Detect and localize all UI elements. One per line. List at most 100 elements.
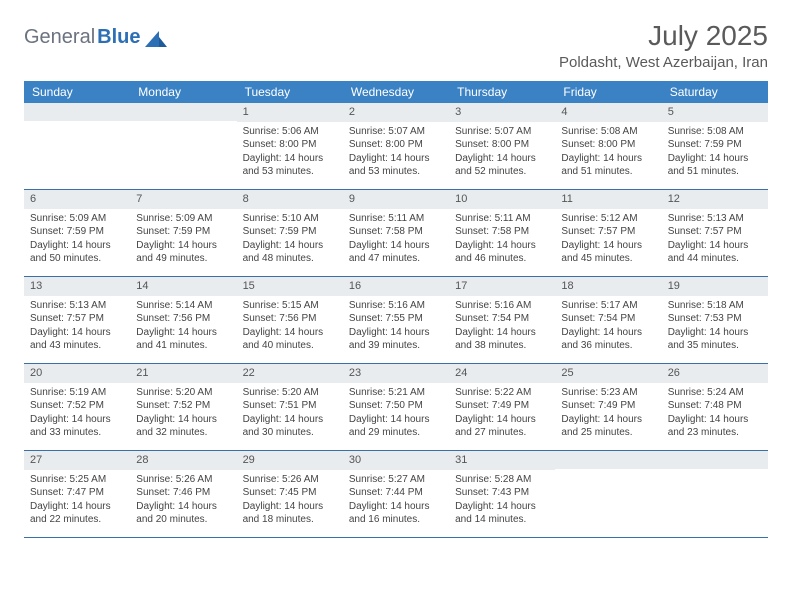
sunrise-text: Sunrise: 5:24 AM — [668, 386, 762, 400]
sunset-text: Sunset: 7:57 PM — [668, 225, 762, 239]
sunset-text: Sunset: 7:59 PM — [136, 225, 230, 239]
day-body: Sunrise: 5:23 AMSunset: 7:49 PMDaylight:… — [555, 383, 661, 446]
calendar-page: GeneralBlue July 2025 Poldasht, West Aze… — [0, 0, 792, 558]
day-number: 6 — [24, 190, 130, 209]
day-body: Sunrise: 5:09 AMSunset: 7:59 PMDaylight:… — [130, 209, 236, 272]
daylight-text: Daylight: 14 hours and 16 minutes. — [349, 500, 443, 527]
sunset-text: Sunset: 8:00 PM — [455, 138, 549, 152]
day-body: Sunrise: 5:28 AMSunset: 7:43 PMDaylight:… — [449, 470, 555, 533]
day-number: 21 — [130, 364, 236, 383]
day-number: 30 — [343, 451, 449, 470]
sunrise-text: Sunrise: 5:16 AM — [455, 299, 549, 313]
day-cell: 17Sunrise: 5:16 AMSunset: 7:54 PMDayligh… — [449, 277, 555, 363]
day-body: Sunrise: 5:25 AMSunset: 7:47 PMDaylight:… — [24, 470, 130, 533]
day-number: 4 — [555, 103, 661, 122]
daylight-text: Daylight: 14 hours and 20 minutes. — [136, 500, 230, 527]
sunset-text: Sunset: 7:53 PM — [668, 312, 762, 326]
sunrise-text: Sunrise: 5:20 AM — [136, 386, 230, 400]
day-number — [130, 103, 236, 121]
day-cell: 5Sunrise: 5:08 AMSunset: 7:59 PMDaylight… — [662, 103, 768, 189]
day-number: 14 — [130, 277, 236, 296]
day-number: 5 — [662, 103, 768, 122]
logo: GeneralBlue — [24, 26, 167, 49]
sunset-text: Sunset: 8:00 PM — [349, 138, 443, 152]
day-cell: 25Sunrise: 5:23 AMSunset: 7:49 PMDayligh… — [555, 364, 661, 450]
sunset-text: Sunset: 8:00 PM — [243, 138, 337, 152]
sunrise-text: Sunrise: 5:20 AM — [243, 386, 337, 400]
daylight-text: Daylight: 14 hours and 44 minutes. — [668, 239, 762, 266]
dayhead-thu: Thursday — [449, 81, 555, 103]
daylight-text: Daylight: 14 hours and 43 minutes. — [30, 326, 124, 353]
daylight-text: Daylight: 14 hours and 29 minutes. — [349, 413, 443, 440]
sunset-text: Sunset: 7:50 PM — [349, 399, 443, 413]
day-number: 22 — [237, 364, 343, 383]
sunset-text: Sunset: 7:59 PM — [30, 225, 124, 239]
day-number — [24, 103, 130, 121]
sunset-text: Sunset: 7:57 PM — [561, 225, 655, 239]
day-body: Sunrise: 5:19 AMSunset: 7:52 PMDaylight:… — [24, 383, 130, 446]
day-body: Sunrise: 5:08 AMSunset: 8:00 PMDaylight:… — [555, 122, 661, 185]
daylight-text: Daylight: 14 hours and 33 minutes. — [30, 413, 124, 440]
daylight-text: Daylight: 14 hours and 48 minutes. — [243, 239, 337, 266]
day-cell: 29Sunrise: 5:26 AMSunset: 7:45 PMDayligh… — [237, 451, 343, 537]
day-number: 26 — [662, 364, 768, 383]
day-cell: 20Sunrise: 5:19 AMSunset: 7:52 PMDayligh… — [24, 364, 130, 450]
sunrise-text: Sunrise: 5:14 AM — [136, 299, 230, 313]
dayhead-wed: Wednesday — [343, 81, 449, 103]
day-cell — [555, 451, 661, 537]
day-number: 1 — [237, 103, 343, 122]
day-body: Sunrise: 5:20 AMSunset: 7:52 PMDaylight:… — [130, 383, 236, 446]
day-cell — [130, 103, 236, 189]
day-body: Sunrise: 5:10 AMSunset: 7:59 PMDaylight:… — [237, 209, 343, 272]
sunrise-text: Sunrise: 5:09 AM — [136, 212, 230, 226]
day-body: Sunrise: 5:20 AMSunset: 7:51 PMDaylight:… — [237, 383, 343, 446]
daylight-text: Daylight: 14 hours and 22 minutes. — [30, 500, 124, 527]
dayhead-tue: Tuesday — [237, 81, 343, 103]
day-cell: 8Sunrise: 5:10 AMSunset: 7:59 PMDaylight… — [237, 190, 343, 276]
day-number: 7 — [130, 190, 236, 209]
location: Poldasht, West Azerbaijan, Iran — [559, 54, 768, 71]
day-number: 10 — [449, 190, 555, 209]
sunrise-text: Sunrise: 5:08 AM — [668, 125, 762, 139]
day-body: Sunrise: 5:07 AMSunset: 8:00 PMDaylight:… — [449, 122, 555, 185]
day-cell: 19Sunrise: 5:18 AMSunset: 7:53 PMDayligh… — [662, 277, 768, 363]
day-body: Sunrise: 5:09 AMSunset: 7:59 PMDaylight:… — [24, 209, 130, 272]
day-cell: 30Sunrise: 5:27 AMSunset: 7:44 PMDayligh… — [343, 451, 449, 537]
day-cell: 26Sunrise: 5:24 AMSunset: 7:48 PMDayligh… — [662, 364, 768, 450]
day-cell: 11Sunrise: 5:12 AMSunset: 7:57 PMDayligh… — [555, 190, 661, 276]
day-cell: 16Sunrise: 5:16 AMSunset: 7:55 PMDayligh… — [343, 277, 449, 363]
sunset-text: Sunset: 7:56 PM — [136, 312, 230, 326]
day-number: 3 — [449, 103, 555, 122]
day-number: 2 — [343, 103, 449, 122]
daylight-text: Daylight: 14 hours and 46 minutes. — [455, 239, 549, 266]
daylight-text: Daylight: 14 hours and 45 minutes. — [561, 239, 655, 266]
week-row: 6Sunrise: 5:09 AMSunset: 7:59 PMDaylight… — [24, 190, 768, 277]
day-number: 16 — [343, 277, 449, 296]
daylight-text: Daylight: 14 hours and 39 minutes. — [349, 326, 443, 353]
daylight-text: Daylight: 14 hours and 49 minutes. — [136, 239, 230, 266]
sunrise-text: Sunrise: 5:23 AM — [561, 386, 655, 400]
sunset-text: Sunset: 7:49 PM — [455, 399, 549, 413]
day-number: 12 — [662, 190, 768, 209]
day-header-row: Sunday Monday Tuesday Wednesday Thursday… — [24, 81, 768, 103]
daylight-text: Daylight: 14 hours and 52 minutes. — [455, 152, 549, 179]
day-number: 28 — [130, 451, 236, 470]
sunrise-text: Sunrise: 5:28 AM — [455, 473, 549, 487]
sunrise-text: Sunrise: 5:26 AM — [136, 473, 230, 487]
daylight-text: Daylight: 14 hours and 38 minutes. — [455, 326, 549, 353]
day-cell: 23Sunrise: 5:21 AMSunset: 7:50 PMDayligh… — [343, 364, 449, 450]
sunrise-text: Sunrise: 5:22 AM — [455, 386, 549, 400]
sunrise-text: Sunrise: 5:06 AM — [243, 125, 337, 139]
sunset-text: Sunset: 7:58 PM — [455, 225, 549, 239]
sunrise-text: Sunrise: 5:21 AM — [349, 386, 443, 400]
day-cell: 24Sunrise: 5:22 AMSunset: 7:49 PMDayligh… — [449, 364, 555, 450]
day-cell — [24, 103, 130, 189]
daylight-text: Daylight: 14 hours and 25 minutes. — [561, 413, 655, 440]
day-number: 13 — [24, 277, 130, 296]
daylight-text: Daylight: 14 hours and 51 minutes. — [561, 152, 655, 179]
day-number: 9 — [343, 190, 449, 209]
daylight-text: Daylight: 14 hours and 18 minutes. — [243, 500, 337, 527]
logo-triangle-icon — [145, 31, 167, 47]
sunrise-text: Sunrise: 5:19 AM — [30, 386, 124, 400]
day-cell: 27Sunrise: 5:25 AMSunset: 7:47 PMDayligh… — [24, 451, 130, 537]
